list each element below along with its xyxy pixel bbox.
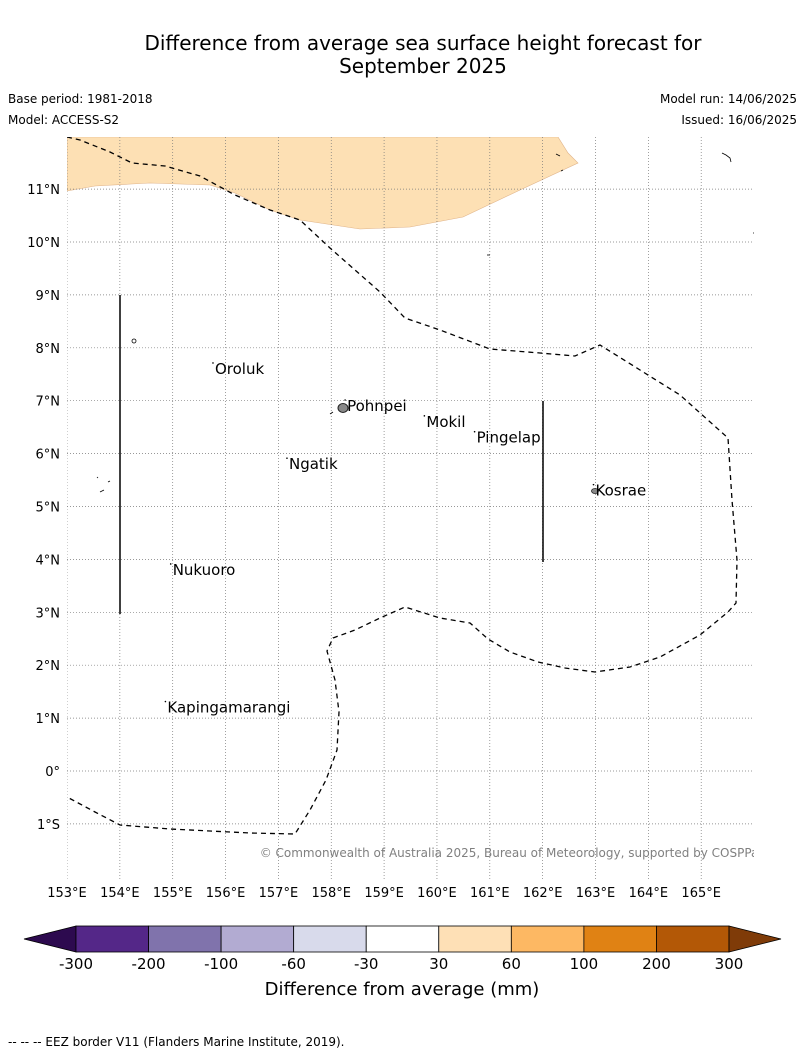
lon-tick-label: 157°E xyxy=(259,886,299,901)
lon-tick-label: 153°E xyxy=(47,886,87,901)
colorbar-segment xyxy=(656,925,730,953)
lon-tick-label: 161°E xyxy=(470,886,510,901)
lat-tick-label: 10°N xyxy=(27,236,60,251)
colorbar-extend-low xyxy=(23,925,77,953)
model-text: Model: ACCESS-S2 xyxy=(8,113,120,127)
lat-tick-label: 1°N xyxy=(36,712,61,727)
colorbar-tick-label: -100 xyxy=(204,955,238,973)
place-marker xyxy=(592,483,595,486)
title-line-1: Difference from average sea surface heig… xyxy=(144,31,702,55)
island-kosrae xyxy=(591,488,599,494)
colorbar-segment xyxy=(293,925,367,953)
lat-tick-label: 4°N xyxy=(36,553,61,568)
colorbar-label: Difference from average (mm) xyxy=(265,979,540,1000)
lat-tick-label: 7°N xyxy=(36,395,61,410)
lat-tick-label: 1°S xyxy=(37,818,60,833)
place-marker xyxy=(473,430,476,433)
eez-border xyxy=(67,137,738,835)
colorbar-segment xyxy=(583,925,657,953)
colorbar-segment xyxy=(220,925,295,953)
lon-tick-label: 159°E xyxy=(364,886,404,901)
place-marker xyxy=(423,415,426,417)
place-marker xyxy=(164,700,167,703)
title-line-2: September 2025 xyxy=(339,54,507,78)
lat-tick-label: 3°N xyxy=(36,606,61,621)
place-label: Oroluk xyxy=(215,360,264,378)
map-frame: Oroluk Pohnpei Mokil Pingelap Ngatik Kosrae Nu… xyxy=(67,137,765,879)
anomaly-region xyxy=(67,137,579,230)
lon-tick-label: 156°E xyxy=(206,886,246,901)
lon-tick-label: 160°E xyxy=(417,886,457,901)
place-label: Nukuoro xyxy=(173,561,236,579)
lon-tick-label: 163°E xyxy=(576,886,616,901)
chart-title: Difference from average sea surface heig… xyxy=(0,32,804,78)
colorbar-segment xyxy=(438,925,512,953)
eez-footnote: -- -- -- EEZ border V11 (Flanders Marine… xyxy=(8,1035,345,1049)
gridlines xyxy=(67,137,754,879)
colorbar-tick-label: 100 xyxy=(570,955,599,973)
colorbar-tick-label: -200 xyxy=(132,955,166,973)
colorbar-tick-label: 60 xyxy=(502,955,521,973)
place-labels: Oroluk Pohnpei Mokil Pingelap Ngatik Kosrae Nu… xyxy=(164,360,647,717)
lat-tick-label: 5°N xyxy=(36,501,61,516)
model-run-text: Model run: 14/06/2025 xyxy=(659,92,797,106)
place-label: Ngatik xyxy=(289,455,338,473)
colorbar-segment xyxy=(148,925,222,953)
colorbar-tick-label: -300 xyxy=(59,955,93,973)
land-outlines xyxy=(96,152,754,493)
copyright-credit: © Commonwealth of Australia 2025, Bureau… xyxy=(260,846,765,860)
lat-tick-label: 0° xyxy=(45,765,60,780)
place-marker xyxy=(286,457,288,459)
lat-tick-label: 6°N xyxy=(36,448,61,463)
colorbar-tick-label: -30 xyxy=(354,955,379,973)
lat-tick-label: 8°N xyxy=(36,342,61,357)
place-label: Pohnpei xyxy=(347,397,407,415)
lon-tick-label: 155°E xyxy=(153,886,193,901)
lat-tick-label: 11°N xyxy=(27,183,60,198)
place-label: Mokil xyxy=(426,413,465,431)
lon-tick-label: 158°E xyxy=(311,886,351,901)
axis-labels: 153°E 154°E 155°E 156°E 157°E 158°E 159°E 160°E… xyxy=(27,183,721,901)
colorbar-segment xyxy=(75,925,149,953)
base-period-text: Base period: 1981-2018 xyxy=(8,92,153,106)
lat-tick-label: 9°N xyxy=(36,289,61,304)
place-marker xyxy=(212,362,214,364)
lat-tick-label: 2°N xyxy=(36,659,61,674)
issued-text: Issued: 16/06/2025 xyxy=(681,113,797,127)
lon-tick-label: 154°E xyxy=(100,886,140,901)
colorbar-segment xyxy=(510,925,585,953)
place-label: Kosrae xyxy=(596,482,647,500)
colorbar-tick-label: 30 xyxy=(429,955,448,973)
colorbar-extend-high xyxy=(728,925,782,953)
lon-tick-label: 162°E xyxy=(523,886,563,901)
place-label: Pingelap xyxy=(477,429,541,447)
lon-tick-label: 165°E xyxy=(681,886,721,901)
place-marker xyxy=(169,563,172,565)
colorbar-tick-label: 300 xyxy=(715,955,744,973)
place-label: Kapingamarangi xyxy=(167,699,290,717)
island-pohnpei xyxy=(337,403,349,413)
colorbar-tick-label: 200 xyxy=(642,955,671,973)
place-marker xyxy=(344,399,346,401)
lon-tick-label: 164°E xyxy=(629,886,669,901)
colorbar: -300 -200 -100 -60 -30 30 60 100 200 300 xyxy=(23,925,782,973)
colorbar-segment xyxy=(365,925,440,953)
sea-level-map: Oroluk Pohnpei Mokil Pingelap Ngatik Kosrae Nu… xyxy=(23,137,782,1000)
colorbar-tick-label: -60 xyxy=(281,955,306,973)
